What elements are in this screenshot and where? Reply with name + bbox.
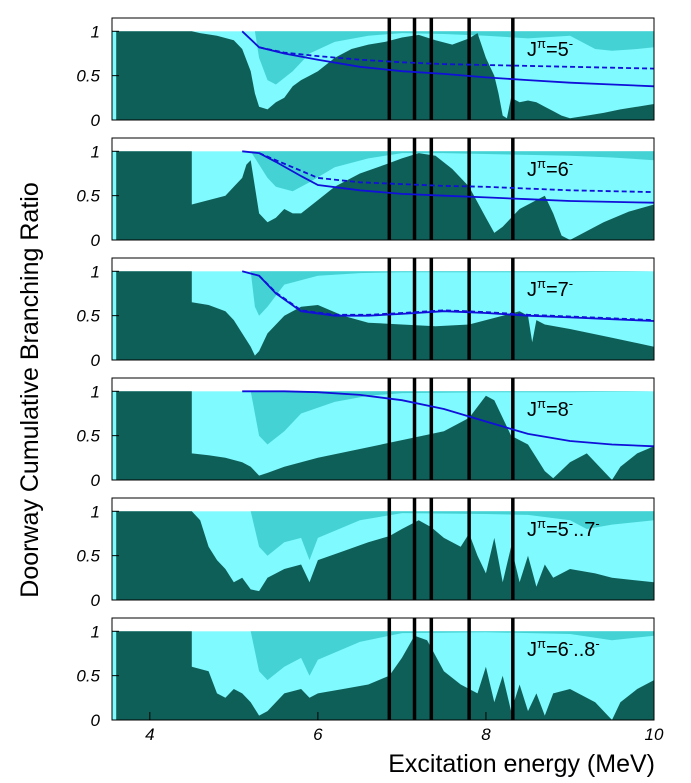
dashed-curve	[258, 152, 654, 193]
y-tick-label: 0.5	[76, 67, 100, 86]
y-tick-label: 1	[91, 262, 100, 281]
y-axis-label: Doorway Cumulative Branching Ratio	[16, 182, 44, 597]
solid-curve	[242, 390, 654, 448]
chart-panels: 0 0.5 1 Jπ=5- 0 0.5 1 Jπ=6- 0 0.5 1 Jπ=7- 0 0.5 1 Jπ=8-…	[76, 17, 655, 730]
y-tick-label: 1	[91, 502, 100, 521]
spin-parity-label: Jπ=5-	[527, 36, 573, 61]
panel-plot-area	[112, 618, 654, 720]
dashed-curve	[258, 275, 654, 321]
panel-plot-area	[112, 378, 654, 480]
dark-band	[116, 151, 654, 240]
spin-parity-label: Jπ=7-	[527, 276, 573, 301]
panel-plot-area	[112, 138, 654, 240]
spin-parity-label: Jπ=6-..8-	[527, 636, 600, 661]
x-axis-label: Excitation energy (MeV)	[388, 750, 655, 778]
panel-6: 0 0.5 1 Jπ=6-..8-	[76, 617, 655, 730]
dark-band	[116, 391, 654, 480]
panel-3: 0 0.5 1 Jπ=7-	[76, 257, 655, 370]
panel-5: 0 0.5 1 Jπ=5-..7-	[76, 497, 655, 610]
y-tick-label: 0	[91, 351, 101, 370]
panel-4: 0 0.5 1 Jπ=8-	[76, 377, 655, 490]
mid-band	[116, 151, 654, 192]
dark-band	[116, 271, 654, 360]
y-tick-label: 1	[91, 142, 100, 161]
y-tick-label: 0	[91, 471, 101, 490]
x-axis: 4 6 8 10	[145, 712, 664, 744]
mid-band	[116, 631, 654, 681]
x-tick-label: 6	[313, 725, 323, 744]
y-tick-label: 0.5	[76, 187, 100, 206]
y-tick-label: 0	[91, 711, 101, 730]
y-tick-label: 0.5	[76, 547, 100, 566]
y-tick-label: 0.5	[76, 307, 100, 326]
dark-band	[116, 631, 654, 720]
panel-frame	[111, 17, 655, 121]
panel-plot-area	[112, 498, 654, 600]
solid-curve	[241, 30, 654, 88]
dashed-curve	[258, 46, 654, 70]
dark-band	[116, 31, 654, 120]
mid-band	[116, 511, 654, 561]
y-tick-label: 0	[91, 231, 101, 250]
solid-curve	[242, 150, 654, 204]
panel-frame	[111, 377, 655, 481]
x-tick-label: 4	[145, 725, 154, 744]
panel-1: 0 0.5 1 Jπ=5-	[76, 17, 655, 130]
y-tick-label: 0.5	[76, 427, 100, 446]
x-tick-label: 10	[645, 725, 664, 744]
panel-plot-area	[112, 258, 654, 360]
spin-parity-label: Jπ=5-..7-	[527, 516, 600, 541]
y-tick-label: 0	[91, 111, 101, 130]
panel-plot-area	[112, 18, 654, 120]
panel-frame	[111, 137, 655, 241]
spin-parity-label: Jπ=6-	[527, 156, 573, 181]
spin-parity-label: Jπ=8-	[527, 396, 573, 421]
y-tick-label: 1	[91, 382, 100, 401]
panel-frame	[111, 617, 655, 721]
x-tick-label: 8	[481, 725, 491, 744]
panel-2: 0 0.5 1 Jπ=6-	[76, 137, 655, 250]
mid-band	[116, 31, 654, 85]
y-tick-label: 1	[91, 22, 100, 41]
y-tick-label: 0.5	[76, 667, 100, 686]
panel-frame	[111, 497, 655, 601]
y-tick-label: 0	[91, 591, 101, 610]
y-tick-label: 1	[91, 622, 100, 641]
panel-frame	[111, 257, 655, 361]
dark-band	[116, 511, 654, 600]
